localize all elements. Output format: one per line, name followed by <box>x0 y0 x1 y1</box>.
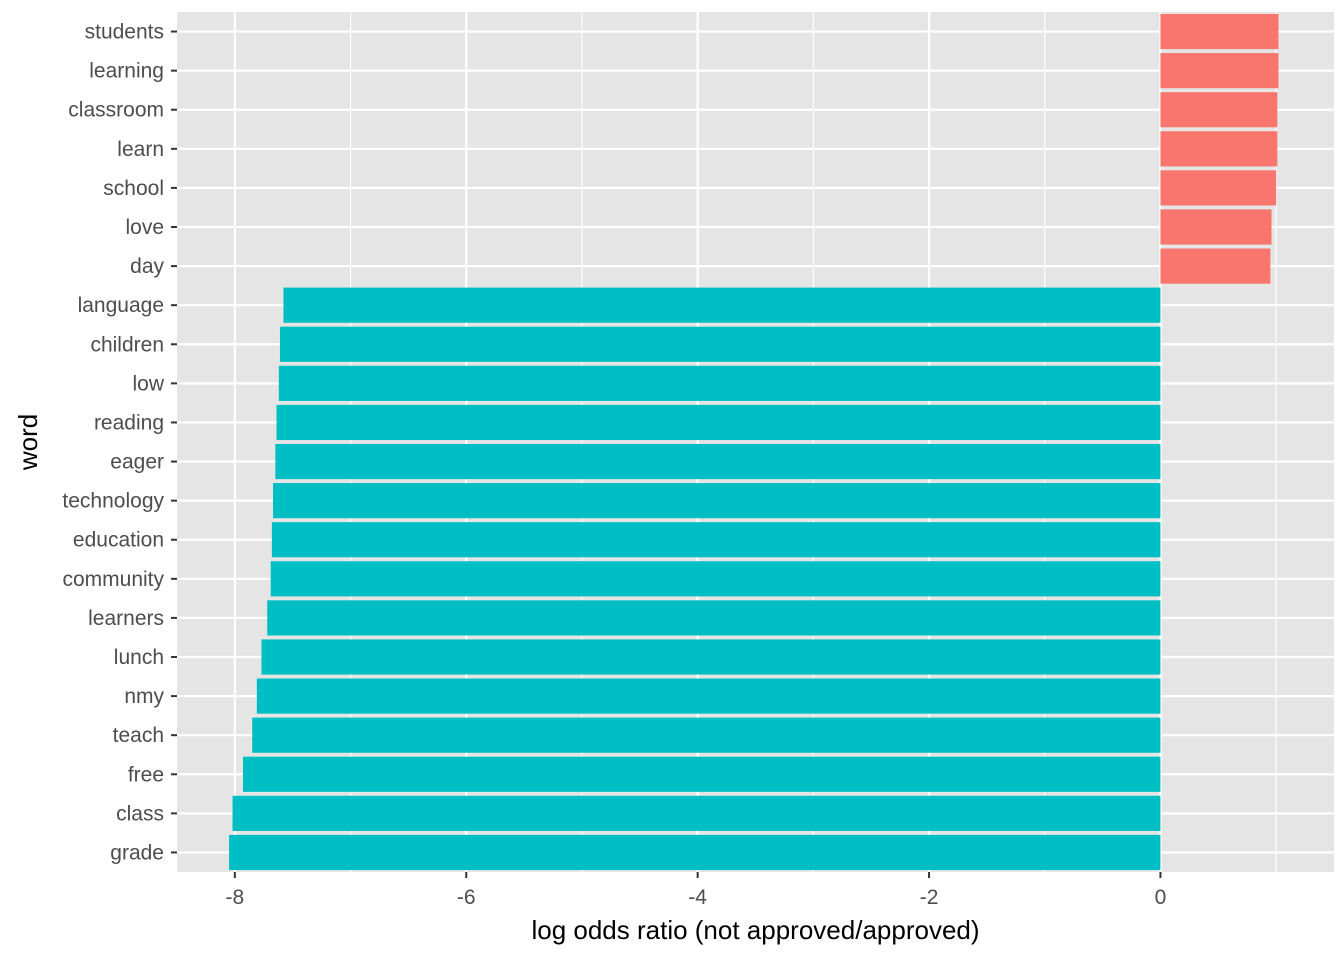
y-tick-label-lunch: lunch <box>114 646 164 669</box>
y-tick-label-students: students <box>85 21 164 44</box>
y-tick-label-reading: reading <box>94 411 164 434</box>
y-tick-label-low: low <box>132 372 164 395</box>
y-tick-label-eager: eager <box>110 451 164 474</box>
x-axis: -8 -6 -4 -2 0 <box>226 872 1167 909</box>
bar-community <box>270 561 1161 597</box>
y-tick-label-children: children <box>90 333 164 356</box>
bar-classroom <box>1160 92 1278 128</box>
y-tick-label-learning: learning <box>89 60 164 83</box>
bar-students <box>1160 13 1279 50</box>
y-tick-label-love: love <box>125 216 164 239</box>
x-tick-label: -2 <box>920 886 939 909</box>
y-tick-label-education: education <box>73 529 164 552</box>
bar-reading <box>276 404 1161 441</box>
y-tick-label-language: language <box>78 294 164 317</box>
y-axis: students learning classroom learn school love… <box>62 21 177 864</box>
bar-grade <box>229 834 1161 871</box>
y-tick-label-class: class <box>116 802 164 825</box>
y-tick-label-learners: learners <box>88 607 164 630</box>
x-tick-label: 0 <box>1155 886 1167 909</box>
y-tick-label-community: community <box>62 568 164 591</box>
y-tick-label-nmy: nmy <box>124 685 164 708</box>
bar-language <box>283 287 1161 323</box>
bar-children <box>279 326 1161 362</box>
y-tick-label-free: free <box>128 763 164 786</box>
bar-day <box>1160 248 1271 284</box>
bar-nmy <box>256 678 1161 714</box>
bar-learn <box>1160 131 1278 167</box>
bar-school <box>1160 170 1277 206</box>
bar-learning <box>1160 53 1279 89</box>
bar-learners <box>267 600 1161 636</box>
bar-technology <box>273 483 1161 519</box>
bar-eager <box>275 443 1161 480</box>
bar-free <box>242 756 1161 792</box>
bar-love <box>1160 209 1272 245</box>
bar-low <box>278 365 1161 401</box>
y-tick-label-day: day <box>130 255 164 278</box>
bars <box>229 13 1279 871</box>
bar-teach <box>252 717 1161 753</box>
bar-education <box>271 522 1161 558</box>
y-tick-label-technology: technology <box>62 490 164 513</box>
x-tick-label: -6 <box>457 886 476 909</box>
x-tick-label: -4 <box>688 886 707 909</box>
bar-lunch <box>261 639 1161 675</box>
y-axis-title: word <box>13 414 43 471</box>
y-tick-label-classroom: classroom <box>68 99 164 122</box>
y-tick-label-teach: teach <box>113 724 164 747</box>
y-tick-label-school: school <box>103 177 164 200</box>
y-tick-label-grade: grade <box>110 841 164 864</box>
x-tick-label: -8 <box>226 886 245 909</box>
x-axis-title: log odds ratio (not approved/approved) <box>531 915 979 945</box>
bar-class <box>232 795 1161 831</box>
y-tick-label-learn: learn <box>117 138 164 161</box>
